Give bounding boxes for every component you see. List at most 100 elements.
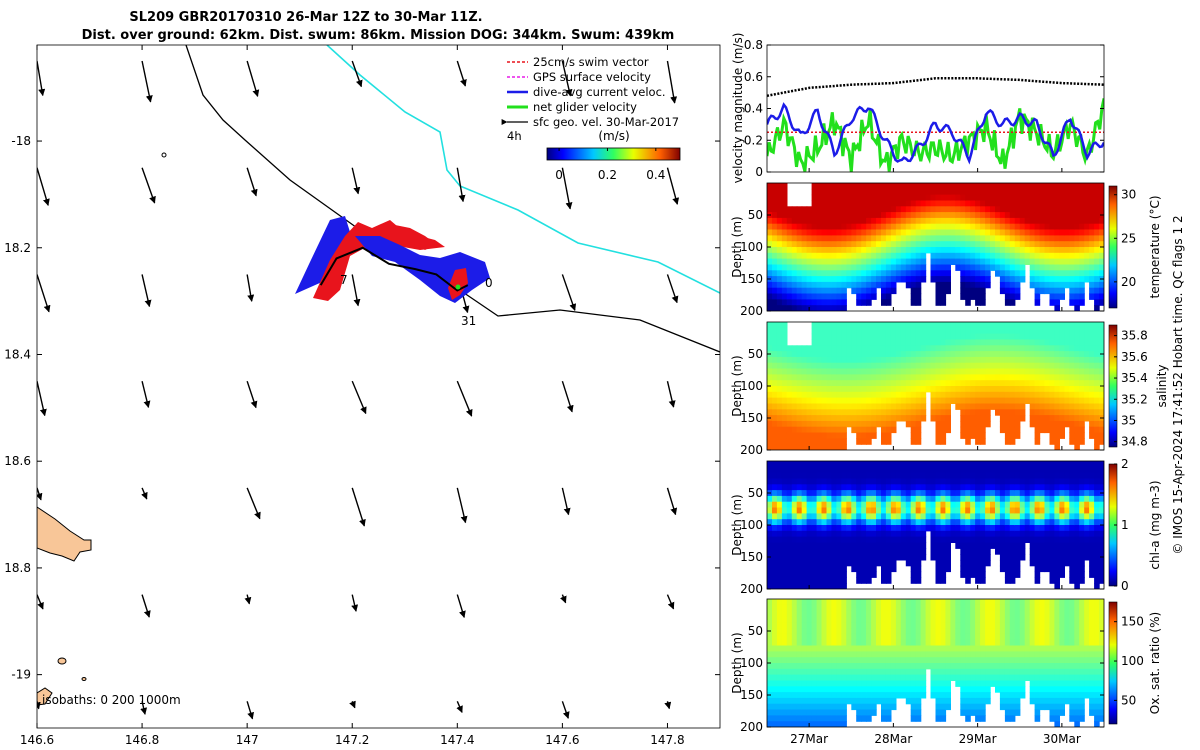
section-cell [826, 241, 833, 248]
section-cell [1044, 223, 1051, 231]
section-cell [1089, 212, 1095, 219]
section-cell [965, 287, 971, 295]
section-cell [836, 438, 842, 445]
section-cell [1069, 466, 1075, 474]
section-cell [900, 639, 907, 647]
section-cell [1019, 327, 1026, 335]
section-cell [836, 542, 842, 549]
section-cell [935, 571, 942, 578]
map-xtick-label: 147.4 [440, 733, 474, 747]
section-cell [846, 252, 852, 260]
section-cell [772, 258, 778, 265]
section-cell [890, 703, 897, 711]
section-cell [791, 610, 798, 617]
section-cell [955, 183, 961, 190]
section-cell [767, 657, 773, 664]
section-cell [1049, 478, 1056, 485]
section-cell [772, 461, 778, 468]
section-cell [806, 571, 813, 578]
section-cell [776, 692, 783, 699]
section-cell [1009, 415, 1016, 422]
section-cell [1084, 490, 1090, 497]
section-cell [846, 229, 852, 236]
section-cell [1054, 333, 1060, 340]
section-cell [970, 322, 976, 329]
section-cell [816, 651, 823, 658]
section-cell [1064, 247, 1070, 254]
section-cell [955, 362, 961, 370]
section-cell [821, 397, 828, 404]
section-cell [1084, 519, 1090, 526]
section-cell [990, 519, 996, 526]
section-cell [1049, 356, 1056, 364]
section-cell [1094, 235, 1100, 242]
section-cell [950, 466, 956, 474]
section-cell [1054, 194, 1060, 201]
section-cell [895, 183, 902, 190]
section-cell [1034, 554, 1041, 561]
section-cell [955, 194, 961, 201]
section-cell [767, 345, 773, 352]
section-cell [861, 403, 867, 410]
section-cell [940, 368, 947, 375]
section-cell [930, 188, 937, 196]
section-cell [905, 513, 912, 520]
section-cell [861, 599, 867, 606]
section-cell [801, 368, 808, 375]
section-cell [910, 501, 917, 509]
section-cell [811, 194, 818, 201]
section-cell [846, 397, 852, 404]
section-cell [781, 194, 788, 201]
section-cell [1054, 386, 1060, 393]
section-cell [767, 444, 773, 450]
section-cell [851, 206, 857, 213]
section-cell [1039, 339, 1046, 346]
section-cell [776, 583, 783, 589]
section-cell [806, 374, 813, 381]
section-cell [851, 616, 857, 623]
section-cell [890, 264, 897, 271]
section-cell [831, 380, 837, 387]
section-cell [831, 633, 837, 641]
section-cell [791, 438, 798, 445]
section-cell [935, 438, 942, 445]
track-label-0: 0 [485, 276, 493, 290]
section-cell [871, 484, 877, 491]
section-cell [866, 438, 872, 445]
section-cell [1099, 241, 1104, 248]
section-cell [940, 472, 947, 479]
section-cell [836, 241, 842, 248]
section-cell [910, 235, 917, 242]
section-cell [1009, 212, 1016, 219]
section-cell [1069, 484, 1075, 491]
section-cell [1009, 351, 1016, 358]
section-cell [1069, 420, 1075, 428]
section-cell [871, 327, 877, 335]
section-cell [1029, 536, 1036, 543]
section-cell [955, 206, 961, 213]
section-cell [781, 668, 788, 676]
section-cell [881, 559, 887, 567]
section-cell [970, 241, 976, 248]
section-cell [846, 663, 852, 670]
section-cell [776, 490, 783, 497]
section-cell [811, 223, 818, 231]
section-cell [1054, 438, 1060, 445]
section-cell [781, 548, 788, 555]
section-cell [806, 386, 813, 393]
section-cell [1069, 472, 1075, 479]
section-cell [990, 374, 996, 381]
section-cell [1004, 577, 1011, 584]
section-cell [826, 680, 833, 687]
section-cell [885, 264, 892, 271]
section-cell [811, 322, 818, 329]
section-cell [881, 229, 887, 236]
section-cell [895, 525, 902, 532]
sfc-vector-arrow [140, 701, 148, 715]
section-cell [846, 610, 852, 617]
section-cell [1054, 351, 1060, 358]
section-cell [1074, 461, 1080, 468]
section-ytick-label: 100 [740, 518, 763, 532]
section-cell [1009, 276, 1016, 283]
section-cell [900, 513, 907, 520]
